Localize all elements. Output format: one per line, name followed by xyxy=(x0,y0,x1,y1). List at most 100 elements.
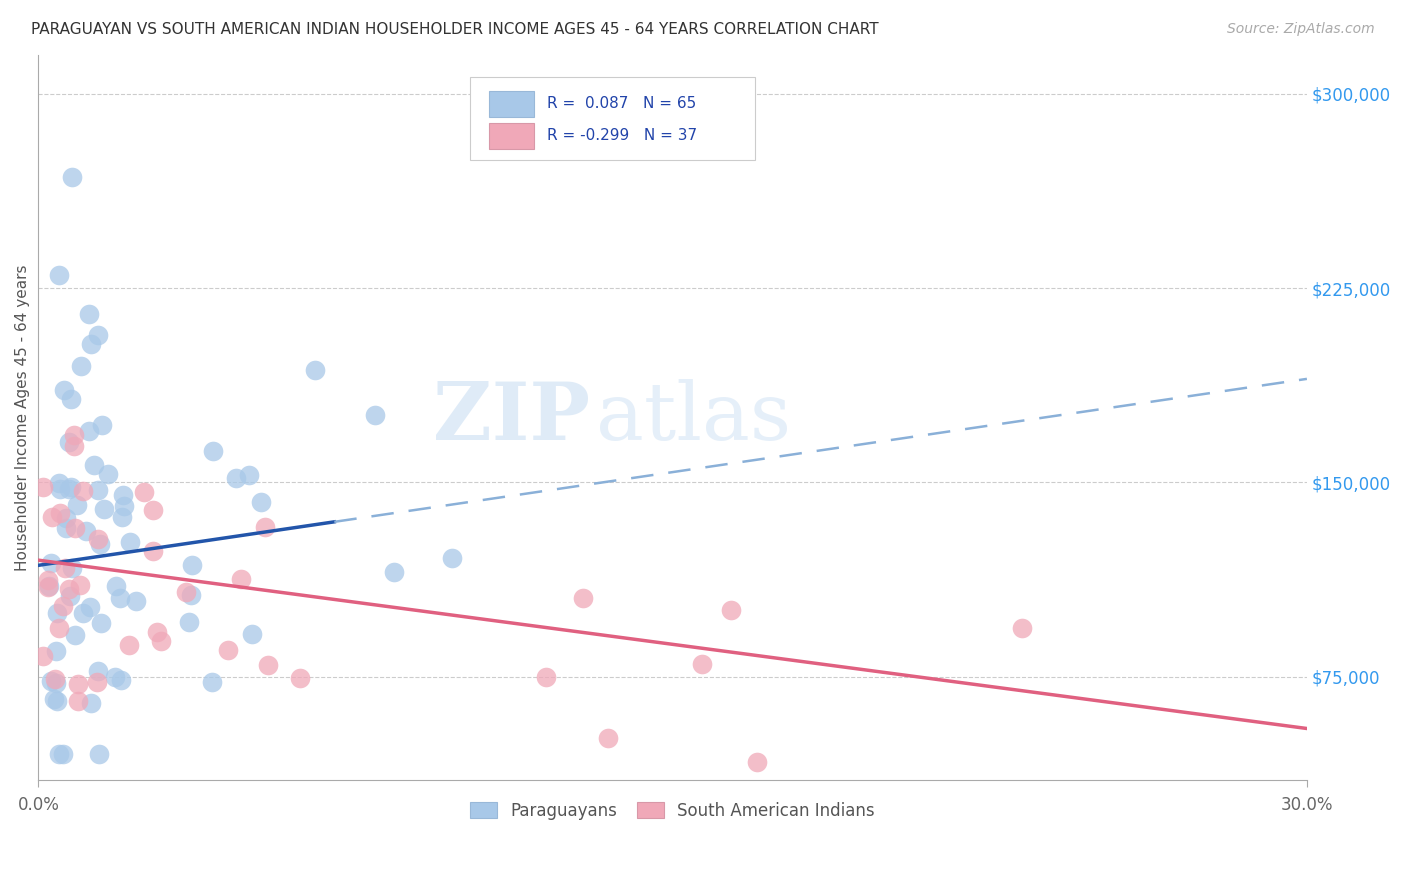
Point xyxy=(44,672,66,686)
Point xyxy=(596,731,619,745)
Point xyxy=(53,561,76,575)
Point xyxy=(59,392,82,406)
Point xyxy=(75,524,97,538)
Point xyxy=(55,510,77,524)
Point xyxy=(231,572,253,586)
Point xyxy=(146,624,169,639)
Point xyxy=(32,649,55,664)
Point xyxy=(104,670,127,684)
Point xyxy=(118,638,141,652)
Point xyxy=(181,558,204,573)
Point xyxy=(48,268,70,283)
Point xyxy=(238,467,260,482)
Point xyxy=(72,483,94,498)
Point xyxy=(67,694,90,708)
Point xyxy=(89,537,111,551)
Legend: Paraguayans, South American Indians: Paraguayans, South American Indians xyxy=(464,795,882,826)
Point xyxy=(149,633,172,648)
Point xyxy=(69,359,91,373)
Point xyxy=(51,599,73,613)
Point xyxy=(90,616,112,631)
Point xyxy=(93,502,115,516)
FancyBboxPatch shape xyxy=(470,77,755,161)
Point xyxy=(86,674,108,689)
Point xyxy=(132,485,155,500)
Point xyxy=(217,643,239,657)
Text: atlas: atlas xyxy=(596,379,792,457)
Point xyxy=(201,444,224,458)
FancyBboxPatch shape xyxy=(489,91,534,117)
Point xyxy=(77,307,100,321)
Y-axis label: Householder Income Ages 45 - 64 years: Householder Income Ages 45 - 64 years xyxy=(15,264,30,571)
Point xyxy=(80,696,103,710)
Point xyxy=(125,594,148,608)
Text: ZIP: ZIP xyxy=(433,379,591,457)
Point xyxy=(1011,621,1033,635)
FancyBboxPatch shape xyxy=(489,122,534,149)
Point xyxy=(97,467,120,481)
Point xyxy=(111,488,134,502)
Point xyxy=(304,363,326,377)
Point xyxy=(440,551,463,566)
Point xyxy=(250,495,273,509)
Point xyxy=(60,169,83,184)
Point xyxy=(66,498,89,512)
Point xyxy=(180,587,202,601)
Point xyxy=(58,435,80,450)
Point xyxy=(49,482,72,496)
Point xyxy=(86,327,108,342)
Point xyxy=(48,621,70,635)
Point xyxy=(49,506,72,520)
Point xyxy=(45,676,67,690)
Point xyxy=(69,578,91,592)
Point xyxy=(55,521,77,535)
Point xyxy=(52,747,75,762)
Point xyxy=(32,480,55,494)
Point xyxy=(46,606,69,620)
Point xyxy=(747,755,769,769)
Point xyxy=(692,657,714,672)
Point xyxy=(63,439,86,453)
Point xyxy=(48,476,70,491)
Point xyxy=(66,676,89,690)
Point xyxy=(79,600,101,615)
Point xyxy=(41,509,63,524)
Point xyxy=(201,675,224,690)
Point xyxy=(63,521,86,535)
Point xyxy=(46,694,69,708)
Point xyxy=(45,644,67,658)
Point xyxy=(42,691,65,706)
Point xyxy=(72,606,94,620)
Point xyxy=(80,336,103,351)
Point xyxy=(91,417,114,432)
Point xyxy=(174,585,197,599)
Point xyxy=(48,747,70,762)
Point xyxy=(87,747,110,762)
Point xyxy=(114,499,136,513)
Point xyxy=(572,591,595,605)
Point xyxy=(179,615,201,629)
Point xyxy=(59,480,82,494)
Point xyxy=(534,670,557,684)
Point xyxy=(39,556,62,570)
Point xyxy=(60,561,83,575)
Point xyxy=(37,580,59,594)
Point xyxy=(63,628,86,642)
Point xyxy=(254,519,277,533)
Point xyxy=(83,458,105,472)
Point xyxy=(720,603,742,617)
Point xyxy=(120,535,142,549)
Point xyxy=(290,671,312,685)
Point xyxy=(142,544,165,558)
Point xyxy=(87,483,110,497)
Point xyxy=(257,657,280,672)
Point xyxy=(79,425,101,439)
Point xyxy=(38,579,60,593)
Point xyxy=(58,582,80,597)
Text: R =  0.087   N = 65: R = 0.087 N = 65 xyxy=(547,96,696,112)
Point xyxy=(39,674,62,689)
Point xyxy=(240,627,263,641)
Point xyxy=(364,408,387,422)
Point xyxy=(87,665,110,679)
Point xyxy=(87,532,110,546)
